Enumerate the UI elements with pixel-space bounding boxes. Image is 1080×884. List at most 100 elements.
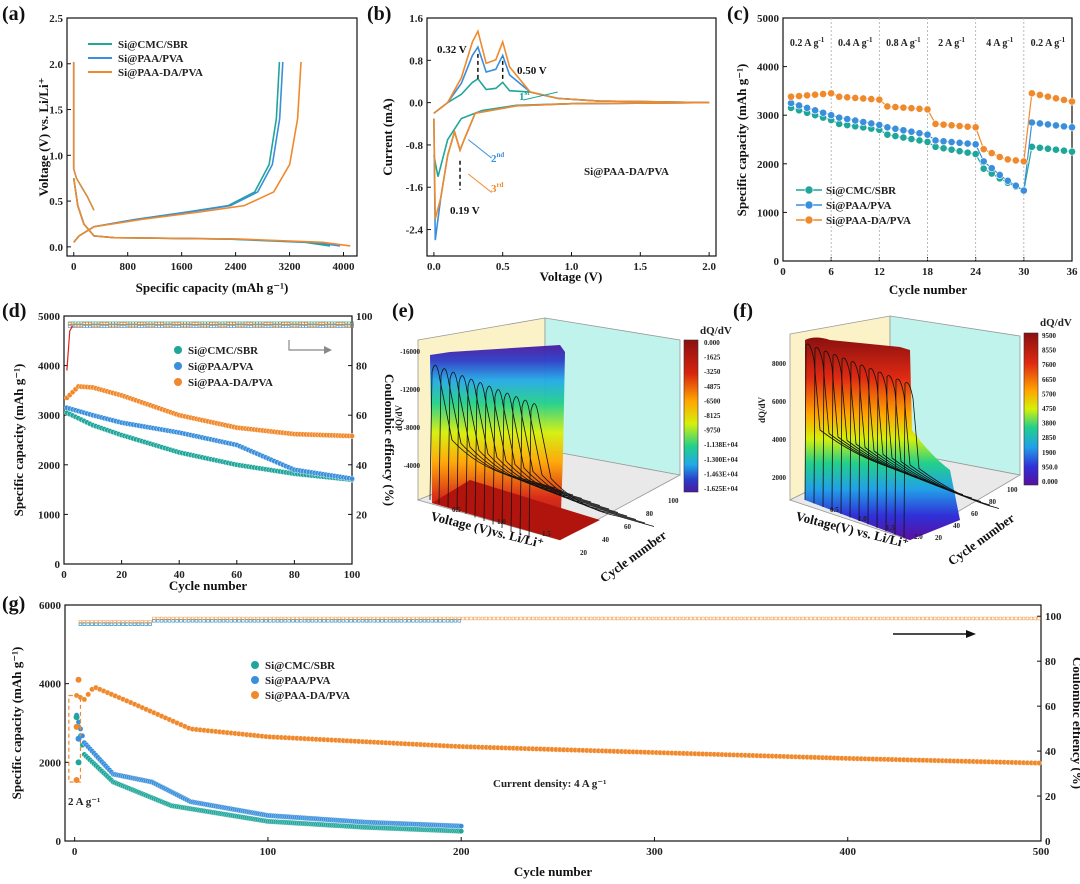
ce-point [558,616,562,621]
panel-d-arrowhead [324,346,332,354]
ce-point [759,616,763,621]
ce-point [221,616,226,621]
legend-d-da: Si@PAA-DA/PVA [188,377,273,389]
ce-point [631,616,635,621]
x-tick-label: 2.0 [702,261,716,273]
x-tick-label: 1600 [171,261,194,273]
rate-value: 0.2 A g [1031,38,1060,49]
ce-point [623,616,628,621]
ce-point [105,622,110,626]
ce-point [875,616,879,621]
ce-point [140,622,144,626]
e-cb-tick: -3250 [704,368,721,376]
ce-point [438,619,442,623]
ce-point [577,616,581,621]
ce-point [337,619,342,623]
ce-point [78,620,83,624]
y-tick-label: 2000 [39,757,62,769]
ce-point [318,619,322,623]
y-tick-label: 2.5 [49,13,63,25]
ce-point [666,616,670,621]
e-cb-tick: -6500 [704,397,721,405]
y-tick-label: 4000 [757,62,780,74]
ce-point [380,619,384,623]
rate-point [987,149,996,158]
ce-point [933,616,937,621]
ce-point [515,616,519,621]
ce-point [434,616,438,621]
rate-point [867,119,876,128]
panel-e-label: (e) [392,300,414,322]
ce-point [778,616,782,621]
ce-point [190,619,195,623]
ce-point [175,619,179,623]
ce-point [801,616,805,621]
ce-point [963,616,968,621]
rate-point [891,132,900,140]
x-tick-label: 20 [116,569,128,581]
rate-point [939,137,948,146]
ce-point [388,619,392,623]
y-tick-label: 0 [55,559,61,571]
activation-point [73,723,80,730]
ce-point [449,616,454,621]
ce-point [187,616,191,621]
panel-d-arrow [288,340,324,351]
e-z-tick: -16000 [400,348,420,356]
ce-point [159,616,164,621]
rate-point [819,108,828,117]
e-y-tick: 40 [602,536,610,544]
ce-point [770,616,775,621]
ce-point [376,616,380,621]
e-y-tick: 80 [646,510,654,518]
ce-point [152,616,156,621]
y-tick-label: 4000 [38,361,61,373]
ce-point [909,616,914,621]
ce-point [121,620,125,624]
e-z-tick: -4000 [404,462,421,470]
ce-point [708,616,713,621]
y-tick-label: 1000 [38,509,61,521]
x-tick-label: 80 [289,569,301,581]
rate-unit-exp: -1 [915,36,921,44]
activation-point [73,777,80,784]
ce-point [820,616,825,621]
cycle-point [458,828,464,834]
rate-point [1019,186,1028,195]
cv-anodic-2 [433,28,710,114]
ce-point [674,616,678,621]
ce-point [851,616,856,621]
ce-point [229,619,233,623]
e-x-tick: 0.5 [452,506,461,514]
ce-point [214,616,218,621]
rate-point [1011,156,1020,165]
panel-b-cycle1: 1st [519,89,530,103]
ce-point [844,616,848,621]
ce-point [453,619,458,623]
ce-point [407,619,411,623]
ce-point [596,616,601,621]
ce-point [275,616,280,621]
rate-label-5: 0.2 A g-1 [1031,36,1066,49]
panel-f-label: (f) [733,300,753,322]
ce-point [121,622,125,626]
rate-point [835,113,844,122]
rate-point [1035,143,1044,152]
ce-point [944,616,948,621]
f-z-tick: 6000 [772,398,787,406]
rate-point [1060,122,1068,131]
y-tick-label: 0.0 [49,242,63,254]
rate-value: 0.8 A g [886,38,915,49]
ce-point [264,616,268,621]
panel-f: (f) 2000 4000 6000 8000 0.5 1.0 1.5 2.0 20 40 60 80… [733,300,1072,568]
ce-point [701,616,705,621]
ce-point [380,616,384,621]
rate-point [883,130,892,139]
f-cycle-line [903,382,1000,539]
ce-point [279,616,284,621]
ce-point [581,616,585,621]
ce-point [662,616,666,621]
ce-point [229,616,233,621]
ce-point [739,616,744,621]
panel-g-label: (g) [2,593,25,615]
